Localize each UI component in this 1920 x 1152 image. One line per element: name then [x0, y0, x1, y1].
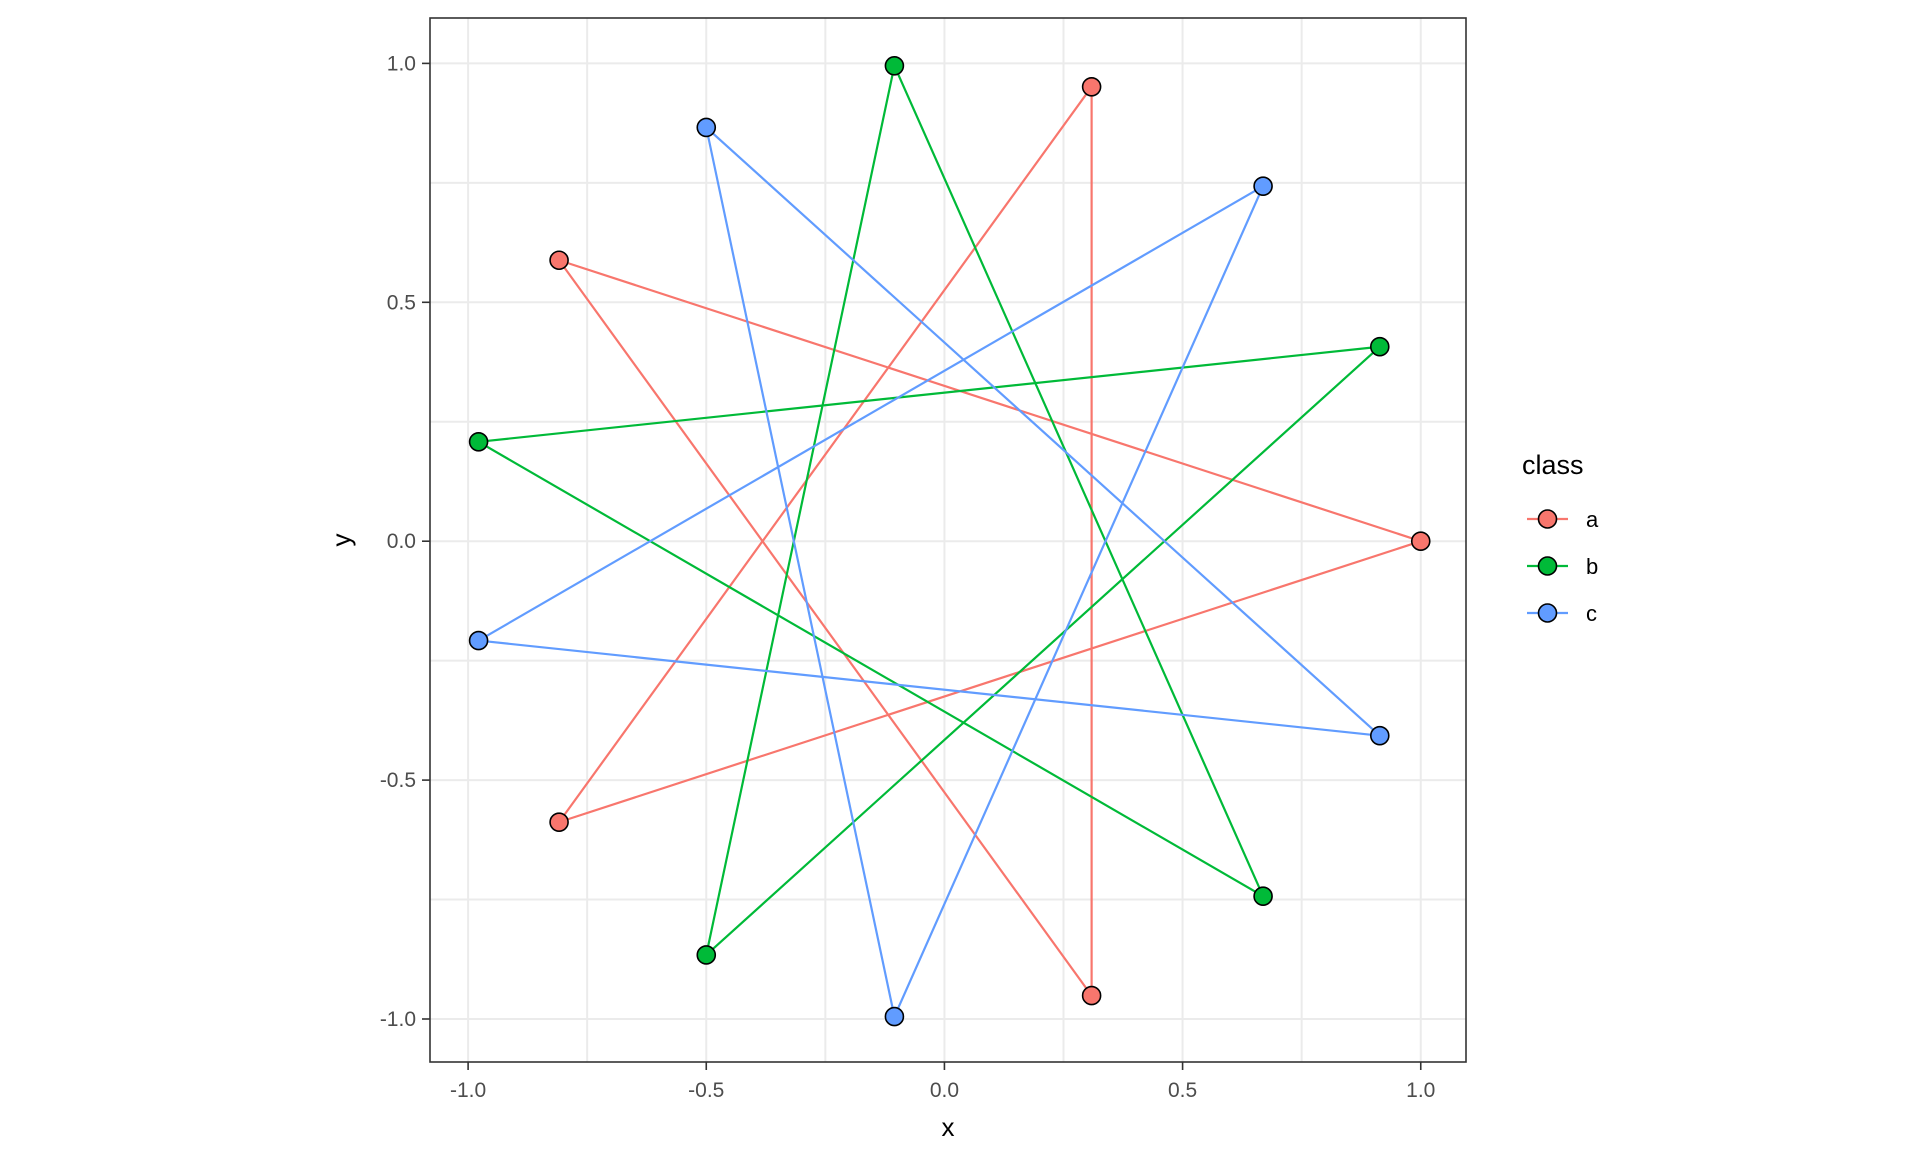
- data-point-c: [1369, 725, 1390, 746]
- y-tick-label: -0.5: [380, 769, 416, 792]
- data-point-c: [1253, 176, 1273, 196]
- x-tick-label: 1.0: [1406, 1079, 1435, 1102]
- series-line-a: [557, 85, 1422, 997]
- panel-border: [429, 17, 1467, 1063]
- legend-item-b: b: [1527, 554, 1598, 579]
- legend: class abc: [1522, 450, 1599, 626]
- legend-key-point: [1537, 603, 1558, 623]
- x-axis-title: x: [942, 1112, 955, 1142]
- data-point-b: [884, 55, 905, 76]
- legend-label: c: [1586, 601, 1597, 626]
- y-tick-label: 0.5: [387, 291, 416, 314]
- legend-label: a: [1586, 507, 1599, 532]
- x-tick-label: -0.5: [688, 1079, 724, 1102]
- y-tick-label: -1.0: [380, 1008, 416, 1031]
- legend-key-point: [1537, 509, 1558, 529]
- legend-item-a: a: [1527, 507, 1599, 532]
- x-tick-label: 0.5: [1168, 1079, 1197, 1102]
- legend-items: abc: [1527, 507, 1599, 626]
- data-point-b: [696, 945, 717, 965]
- legend-title: class: [1522, 450, 1584, 480]
- data-point-a: [1410, 531, 1431, 551]
- data-point-a: [1081, 985, 1102, 1006]
- x-tick-label: 0.0: [930, 1079, 959, 1102]
- data-point-b: [1369, 336, 1390, 357]
- y-tick-label: 0.0: [387, 530, 416, 553]
- y-tick-label: 1.0: [387, 52, 416, 75]
- grid-layer: [430, 18, 1466, 1062]
- panel-background: [430, 18, 1466, 1062]
- series-layer: [468, 55, 1431, 1027]
- legend-item-c: c: [1527, 601, 1597, 626]
- data-point-c: [468, 630, 489, 651]
- data-point-b: [1253, 886, 1273, 907]
- data-point-a: [1081, 77, 1102, 97]
- axis-layer: -1.0 -0.5 0.0 0.5 1.0 -1.0 -0.5 0.0 0.5 1.0: [380, 52, 1436, 1102]
- data-point-a: [549, 812, 569, 832]
- data-point-a: [549, 250, 569, 271]
- series-line-c: [477, 126, 1381, 1018]
- legend-label: b: [1586, 554, 1598, 579]
- y-axis-title: y: [326, 534, 356, 547]
- legend-key-point: [1537, 556, 1558, 576]
- data-point-b: [468, 432, 489, 452]
- x-tick-label: -1.0: [450, 1079, 486, 1102]
- data-point-c: [696, 117, 717, 138]
- series-line-b: [477, 64, 1381, 957]
- data-point-c: [884, 1006, 905, 1027]
